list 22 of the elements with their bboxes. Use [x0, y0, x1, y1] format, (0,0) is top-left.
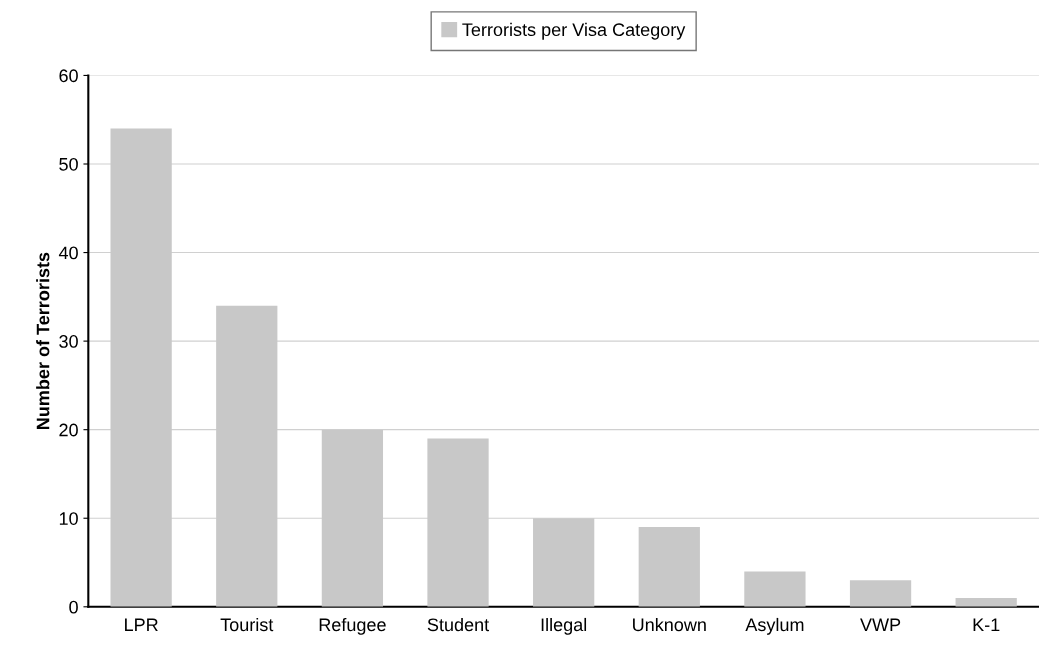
bar	[744, 571, 806, 607]
y-tick-label: 40	[58, 246, 78, 260]
bar	[638, 527, 700, 607]
y-tick-label: 10	[59, 512, 78, 525]
x-tick-label: Student	[427, 617, 490, 632]
x-tick-label: Tourist	[220, 617, 274, 632]
y-tick-label: 20	[59, 423, 78, 437]
y-tick-label: 0	[69, 600, 78, 614]
y-tick-label: 60	[59, 69, 78, 83]
y-tick-label: 50	[59, 157, 78, 171]
y-axis-title: Number of Terrorists	[36, 252, 50, 430]
x-tick-label: Unknown	[633, 617, 706, 632]
x-tick-label: Illegal	[541, 617, 587, 635]
legend-label: Terrorists per Visa Category	[462, 22, 686, 40]
y-tick-label: 30	[59, 335, 78, 348]
bar	[955, 597, 1017, 607]
bar	[849, 580, 912, 607]
x-tick-label: K-1	[973, 618, 1000, 631]
x-tick-label: Refugee	[319, 617, 386, 635]
x-tick-label: LPR	[125, 618, 158, 631]
x-tick-label: VWP	[860, 618, 901, 631]
x-tick-label: Asylum	[745, 617, 804, 635]
